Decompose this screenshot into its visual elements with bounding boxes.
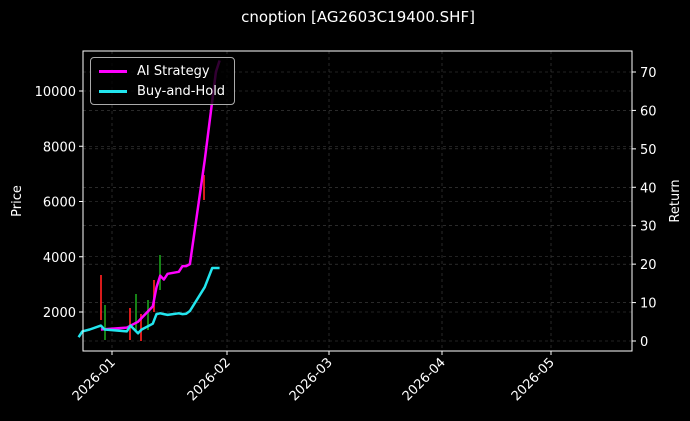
- y2-tick-label: 20: [640, 258, 657, 273]
- y-axis-left: 2000 4000 6000 8000 10000: [35, 85, 83, 321]
- y2-tick-label: 10: [640, 297, 657, 312]
- series-lines: [77, 60, 221, 338]
- y2-tick-label: 40: [640, 181, 657, 196]
- y-axis-label: Price: [10, 185, 25, 217]
- y2-axis-label: Return: [668, 179, 683, 222]
- price-candles: [100, 175, 205, 341]
- y2-tick-label: 0: [640, 335, 648, 350]
- x-tick-label: 2026-01: [70, 355, 119, 404]
- legend-swatch-buy-and-hold: [99, 89, 127, 93]
- y-tick-label: 2000: [43, 306, 76, 321]
- series-line: [77, 266, 220, 338]
- y2-tick-label: 60: [640, 104, 657, 119]
- x-axis: 2026-01 2026-02 2026-03 2026-04 2026-05: [70, 351, 558, 404]
- series-line: [100, 60, 221, 331]
- x-tick-label: 2026-03: [287, 355, 336, 404]
- x-tick-label: 2026-04: [400, 355, 449, 404]
- chart-title: cnoption [AG2603C19400.SHF]: [241, 8, 475, 26]
- y-axis-right: 0 10 20 30 40 50 60 70: [632, 66, 657, 350]
- y2-tick-label: 70: [640, 66, 657, 81]
- legend-label: Buy-and-Hold: [137, 83, 226, 99]
- legend-label: AI Strategy: [137, 63, 210, 79]
- y-tick-label: 8000: [43, 140, 76, 155]
- y2-tick-label: 50: [640, 143, 657, 158]
- legend-swatch-ai-strategy: [99, 69, 127, 73]
- x-tick-label: 2026-05: [509, 355, 558, 404]
- y2-tick-label: 30: [640, 220, 657, 235]
- x-tick-label: 2026-02: [185, 355, 234, 404]
- y-tick-label: 4000: [43, 251, 76, 266]
- legend-item-ai-strategy: AI Strategy: [99, 61, 210, 81]
- legend: AI Strategy Buy-and-Hold: [90, 57, 235, 105]
- y-tick-label: 10000: [35, 85, 76, 100]
- grid-lines: [83, 51, 632, 351]
- legend-item-buy-and-hold: Buy-and-Hold: [99, 81, 225, 101]
- y-tick-label: 6000: [43, 196, 76, 211]
